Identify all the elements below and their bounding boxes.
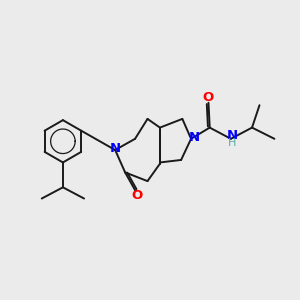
Text: N: N [110,142,121,155]
Text: O: O [203,91,214,104]
Text: N: N [226,129,238,142]
Text: H: H [228,137,236,148]
Text: N: N [188,131,200,144]
Text: O: O [131,189,142,202]
